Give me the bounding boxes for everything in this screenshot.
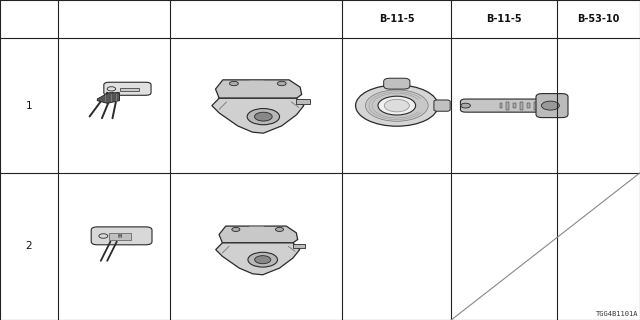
FancyBboxPatch shape	[536, 93, 568, 117]
Text: B-11-5: B-11-5	[379, 14, 415, 24]
Circle shape	[384, 99, 410, 112]
FancyBboxPatch shape	[109, 233, 131, 240]
FancyBboxPatch shape	[293, 244, 305, 248]
Polygon shape	[216, 80, 301, 98]
FancyBboxPatch shape	[534, 101, 537, 109]
FancyBboxPatch shape	[120, 88, 139, 92]
Polygon shape	[216, 243, 300, 275]
Circle shape	[248, 252, 278, 267]
FancyBboxPatch shape	[527, 103, 530, 108]
FancyBboxPatch shape	[384, 78, 410, 89]
FancyBboxPatch shape	[506, 101, 509, 109]
FancyBboxPatch shape	[434, 100, 450, 111]
Text: B-11-5: B-11-5	[486, 14, 522, 24]
Text: B-53-10: B-53-10	[577, 14, 620, 24]
Circle shape	[232, 228, 240, 231]
Text: TGG4B1101A: TGG4B1101A	[596, 311, 638, 317]
FancyBboxPatch shape	[513, 103, 516, 108]
Circle shape	[461, 103, 470, 108]
Circle shape	[378, 96, 415, 115]
Circle shape	[277, 81, 286, 86]
FancyBboxPatch shape	[91, 227, 152, 245]
Polygon shape	[97, 93, 120, 103]
Circle shape	[255, 112, 272, 121]
Circle shape	[247, 108, 280, 125]
Text: 2: 2	[26, 241, 32, 252]
Circle shape	[356, 85, 438, 126]
FancyBboxPatch shape	[541, 103, 543, 108]
Polygon shape	[212, 98, 304, 133]
FancyBboxPatch shape	[461, 99, 561, 112]
Text: 1: 1	[26, 100, 32, 111]
Circle shape	[365, 90, 428, 121]
FancyBboxPatch shape	[296, 99, 310, 104]
FancyBboxPatch shape	[104, 82, 151, 95]
Circle shape	[275, 228, 284, 231]
FancyBboxPatch shape	[520, 101, 523, 109]
Polygon shape	[219, 226, 298, 243]
Text: H: H	[118, 234, 122, 239]
Circle shape	[541, 101, 559, 110]
FancyBboxPatch shape	[499, 103, 502, 108]
Circle shape	[230, 81, 238, 86]
Circle shape	[255, 256, 271, 264]
